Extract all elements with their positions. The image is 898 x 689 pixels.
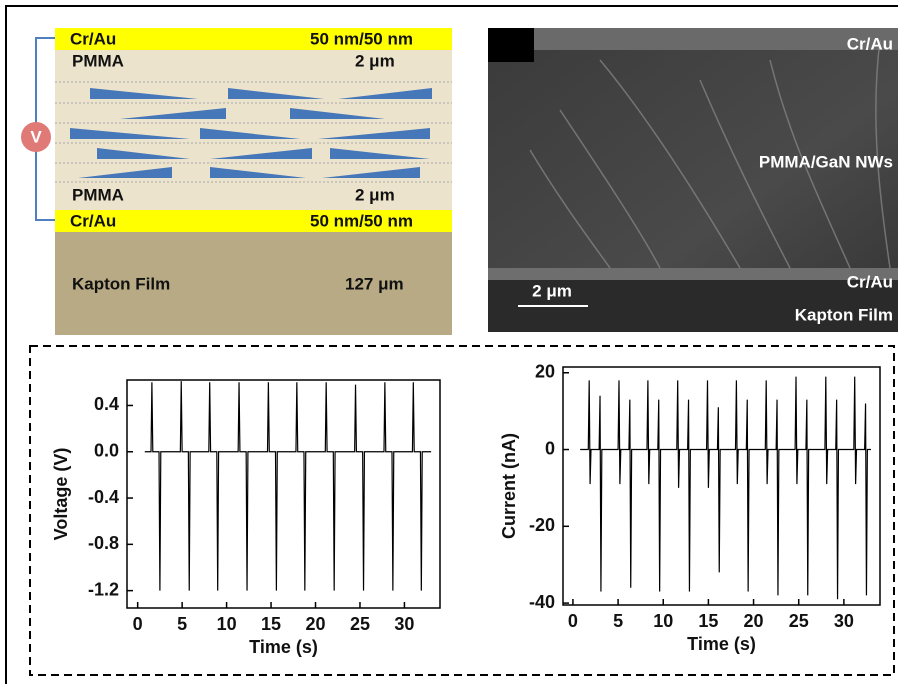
layer-label: Cr/Au [70, 29, 116, 48]
y-tick-label: -0.4 [88, 487, 119, 507]
layer-label: Cr/Au [70, 211, 116, 230]
sem-label: Cr/Au [847, 34, 893, 53]
x-tick-label: 30 [394, 614, 414, 634]
layer-thickness: 2 μm [355, 185, 395, 204]
sem-image: Cr/Au PMMA/GaN NWs Cr/Au Kapton Film 2 μ… [488, 28, 898, 332]
sem-texture [529, 39, 891, 269]
y-tick-label: 0.0 [94, 441, 119, 461]
nanowires [70, 88, 432, 178]
sem-bottom-layer [488, 268, 898, 280]
y-axis-label: Voltage (V) [51, 448, 71, 541]
electrode-top [55, 28, 452, 50]
sem-corner [488, 28, 534, 62]
x-tick-label: 10 [217, 614, 237, 634]
signal-line [144, 381, 432, 591]
y-tick-label: 20 [535, 362, 555, 382]
x-tick-label: 20 [305, 614, 325, 634]
frame [5, 5, 898, 689]
layer-thickness: 50 nm/50 nm [310, 211, 413, 230]
y-axis-label: Current (nA) [499, 433, 519, 539]
y-tick-label: 0.4 [94, 394, 119, 414]
kapton-layer [55, 232, 452, 335]
plot-frame [562, 366, 881, 606]
voltmeter [21, 122, 51, 152]
x-tick-label: 25 [789, 611, 809, 631]
x-tick-label: 5 [613, 611, 623, 631]
x-tick-label: 0 [568, 611, 578, 631]
layer-thickness: 127 μm [345, 274, 404, 293]
x-tick-label: 5 [177, 614, 187, 634]
sem-top-layer [488, 28, 898, 50]
device-diagram: V Cr/Au 50 nm/50 nm PMMA 2 μm PMMA 2 μm … [21, 28, 452, 335]
x-tick-label: 30 [834, 611, 854, 631]
y-tick-label: -20 [529, 515, 555, 535]
layer-label: PMMA [72, 51, 124, 70]
x-axis-label: Time (s) [249, 637, 318, 657]
x-tick-label: 20 [744, 611, 764, 631]
plot-frame [126, 379, 441, 609]
chart-frame [29, 345, 895, 676]
sem-label: PMMA/GaN NWs [759, 152, 893, 171]
layer-label: PMMA [72, 185, 124, 204]
electrode-bottom [55, 210, 452, 232]
pmma-layer [55, 50, 452, 210]
sem-label: Kapton Film [795, 305, 893, 324]
x-tick-label: 10 [653, 611, 673, 631]
x-tick-label: 15 [698, 611, 718, 631]
y-tick-label: -0.8 [88, 533, 119, 553]
scale-bar-label: 2 μm [532, 281, 572, 300]
y-tick-label: -1.2 [88, 579, 119, 599]
x-tick-label: 0 [133, 614, 143, 634]
sem-label: Cr/Au [847, 272, 893, 291]
layer-thickness: 50 nm/50 nm [310, 29, 413, 48]
x-axis-label: Time (s) [687, 634, 756, 654]
layer-thickness: 2 μm [355, 51, 395, 70]
y-tick-label: 0 [545, 438, 555, 458]
signal-line [580, 376, 871, 600]
y-tick-label: -40 [529, 592, 555, 612]
layer-label: Kapton Film [72, 274, 170, 293]
voltmeter-label: V [30, 127, 42, 146]
x-tick-label: 15 [261, 614, 281, 634]
x-tick-label: 25 [350, 614, 370, 634]
